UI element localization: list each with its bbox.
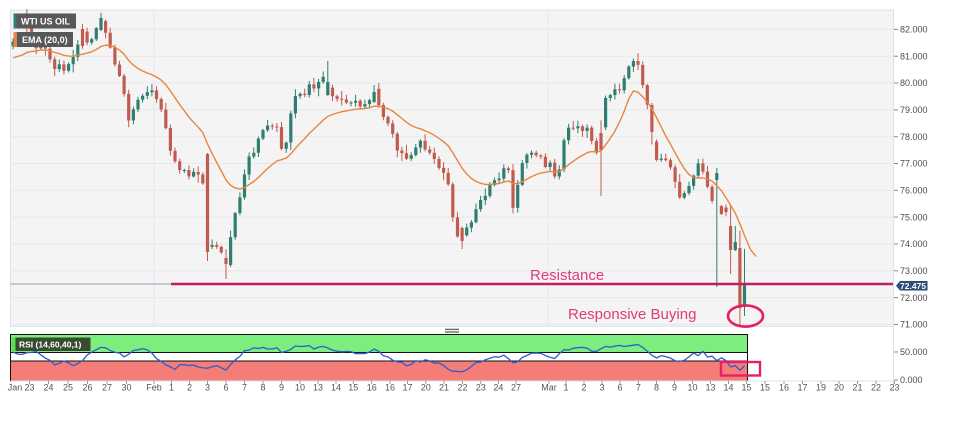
svg-text:16: 16 xyxy=(385,383,395,393)
svg-text:15: 15 xyxy=(741,383,751,393)
svg-text:16: 16 xyxy=(367,383,377,393)
svg-text:3: 3 xyxy=(205,383,210,393)
svg-text:0.000: 0.000 xyxy=(900,375,923,385)
svg-text:17: 17 xyxy=(402,383,412,393)
svg-text:24: 24 xyxy=(493,383,503,393)
svg-text:23: 23 xyxy=(24,383,34,393)
svg-text:23: 23 xyxy=(476,383,486,393)
svg-text:24: 24 xyxy=(43,383,53,393)
svg-text:27: 27 xyxy=(102,383,112,393)
svg-text:10: 10 xyxy=(687,383,697,393)
svg-text:3: 3 xyxy=(599,383,604,393)
svg-text:13: 13 xyxy=(313,383,323,393)
svg-text:10: 10 xyxy=(295,383,305,393)
svg-text:1: 1 xyxy=(169,383,174,393)
svg-text:8: 8 xyxy=(260,383,265,393)
svg-text:30: 30 xyxy=(121,383,131,393)
svg-text:23: 23 xyxy=(889,383,899,393)
svg-text:15: 15 xyxy=(760,383,770,393)
svg-text:9: 9 xyxy=(672,383,677,393)
svg-text:Responsive Buying: Responsive Buying xyxy=(568,306,696,323)
svg-text:77.000: 77.000 xyxy=(900,159,928,169)
svg-text:6: 6 xyxy=(617,383,622,393)
svg-text:Jan: Jan xyxy=(8,383,23,393)
svg-text:82.000: 82.000 xyxy=(900,25,928,35)
svg-text:1: 1 xyxy=(563,383,568,393)
svg-text:9: 9 xyxy=(279,383,284,393)
svg-text:20: 20 xyxy=(421,383,431,393)
svg-text:14: 14 xyxy=(331,383,341,393)
svg-text:19: 19 xyxy=(816,383,826,393)
svg-text:74.000: 74.000 xyxy=(900,239,928,249)
svg-text:Resistance: Resistance xyxy=(530,267,604,284)
svg-text:22: 22 xyxy=(457,383,467,393)
svg-text:8: 8 xyxy=(654,383,659,393)
svg-text:76.000: 76.000 xyxy=(900,186,928,196)
svg-text:EMA (20,0): EMA (20,0) xyxy=(22,35,68,45)
svg-text:79.000: 79.000 xyxy=(900,105,928,115)
svg-text:Feb: Feb xyxy=(146,383,162,393)
svg-text:WTI US OIL: WTI US OIL xyxy=(21,17,70,27)
svg-text:81.000: 81.000 xyxy=(900,51,928,61)
svg-text:7: 7 xyxy=(242,383,247,393)
svg-text:13: 13 xyxy=(705,383,715,393)
svg-text:72.475: 72.475 xyxy=(900,281,926,291)
svg-text:21: 21 xyxy=(439,383,449,393)
svg-text:14: 14 xyxy=(723,383,733,393)
svg-text:75.000: 75.000 xyxy=(900,212,928,222)
svg-text:78.000: 78.000 xyxy=(900,132,928,142)
svg-text:72.000: 72.000 xyxy=(900,293,928,303)
svg-text:15: 15 xyxy=(348,383,358,393)
svg-text:71.000: 71.000 xyxy=(900,320,928,330)
svg-text:2: 2 xyxy=(187,383,192,393)
svg-text:Mar: Mar xyxy=(541,383,557,393)
svg-text:27: 27 xyxy=(511,383,521,393)
svg-text:6: 6 xyxy=(223,383,228,393)
svg-text:17: 17 xyxy=(797,383,807,393)
svg-text:73.000: 73.000 xyxy=(900,266,928,276)
svg-text:80.000: 80.000 xyxy=(900,78,928,88)
svg-text:26: 26 xyxy=(82,383,92,393)
svg-text:21: 21 xyxy=(852,383,862,393)
svg-text:22: 22 xyxy=(871,383,881,393)
svg-text:50.000: 50.000 xyxy=(900,347,928,357)
svg-text:RSI (14,60,40,1): RSI (14,60,40,1) xyxy=(19,340,82,350)
svg-text:7: 7 xyxy=(636,383,641,393)
svg-text:20: 20 xyxy=(834,383,844,393)
svg-text:16: 16 xyxy=(779,383,789,393)
svg-text:25: 25 xyxy=(63,383,73,393)
svg-text:2: 2 xyxy=(581,383,586,393)
